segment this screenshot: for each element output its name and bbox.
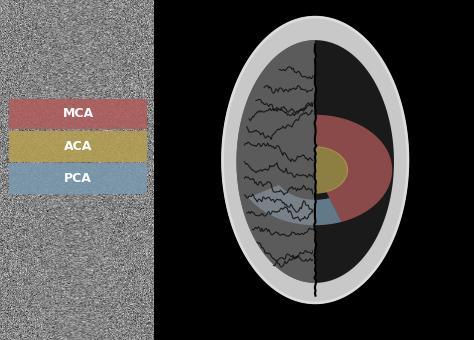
Wedge shape bbox=[315, 146, 348, 194]
Text: ACA: ACA bbox=[64, 140, 92, 153]
Polygon shape bbox=[237, 40, 315, 291]
Bar bbox=[9, 99, 147, 129]
Polygon shape bbox=[237, 40, 394, 283]
Text: MCA: MCA bbox=[63, 107, 94, 120]
Bar bbox=[9, 131, 147, 162]
Polygon shape bbox=[223, 17, 408, 303]
Bar bbox=[9, 163, 147, 194]
Wedge shape bbox=[315, 115, 392, 222]
Bar bbox=[154, 0, 474, 340]
Wedge shape bbox=[248, 185, 342, 225]
Text: PCA: PCA bbox=[64, 172, 92, 185]
